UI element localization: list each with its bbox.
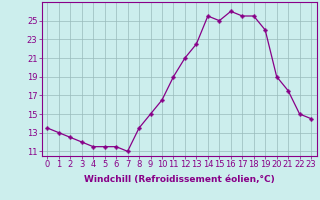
X-axis label: Windchill (Refroidissement éolien,°C): Windchill (Refroidissement éolien,°C): [84, 175, 275, 184]
